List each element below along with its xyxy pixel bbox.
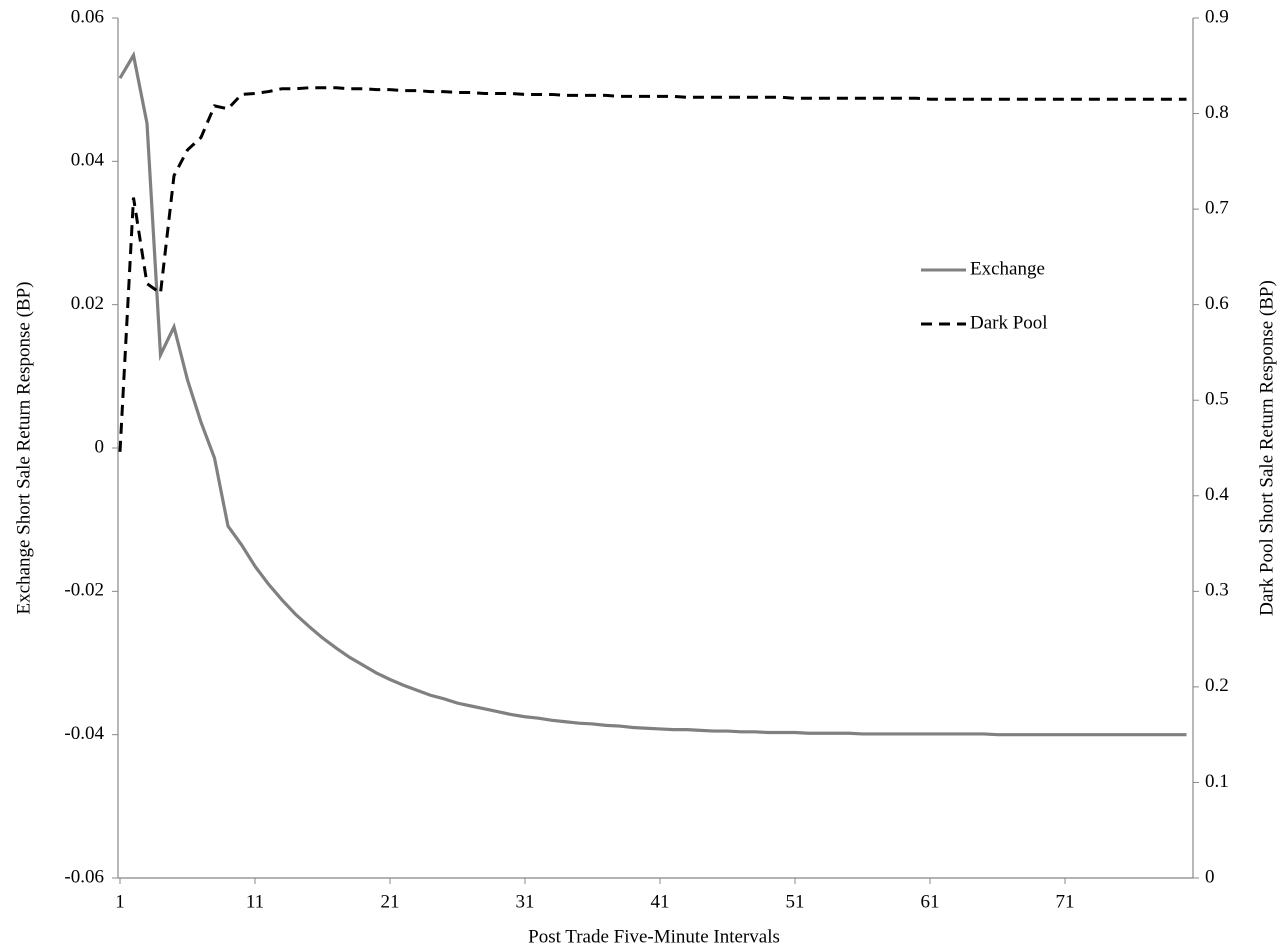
x-tick-label: 31 bbox=[516, 891, 535, 912]
x-tick-label: 61 bbox=[921, 891, 940, 912]
y-axis-title: Exchange Short Sale Return Response (BP) bbox=[13, 282, 34, 615]
y-tick-label: 0.04 bbox=[71, 150, 105, 171]
x-tick-label: 1 bbox=[115, 891, 125, 912]
y-tick-label: 0.02 bbox=[71, 293, 104, 314]
x-tick-label: 41 bbox=[651, 891, 670, 912]
legend-label: Exchange bbox=[970, 258, 1045, 279]
y-tick-label: -0.02 bbox=[64, 580, 104, 601]
y2-axis-title: Dark Pool Short Sale Return Response (BP… bbox=[1256, 280, 1277, 616]
y2-tick-label: 0.6 bbox=[1205, 293, 1229, 314]
y-tick-label: 0 bbox=[95, 436, 105, 457]
y2-tick-label: 0.9 bbox=[1205, 6, 1229, 27]
y-tick-label: -0.06 bbox=[64, 866, 104, 887]
x-tick-label: 71 bbox=[1056, 891, 1075, 912]
y2-tick-label: 0.4 bbox=[1205, 484, 1229, 505]
y2-tick-label: 0 bbox=[1205, 866, 1215, 887]
y2-tick-label: 0.7 bbox=[1205, 197, 1229, 218]
x-axis-title: Post Trade Five-Minute Intervals bbox=[528, 926, 780, 947]
x-tick-label: 21 bbox=[381, 891, 400, 912]
y2-tick-label: 0.2 bbox=[1205, 675, 1229, 696]
y-tick-label: 0.06 bbox=[71, 6, 104, 27]
x-tick-label: 51 bbox=[786, 891, 805, 912]
y2-tick-label: 0.1 bbox=[1205, 771, 1229, 792]
y-tick-label: -0.04 bbox=[64, 723, 104, 744]
y2-tick-label: 0.5 bbox=[1205, 389, 1229, 410]
legend-label: Dark Pool bbox=[970, 312, 1048, 333]
y2-tick-label: 0.3 bbox=[1205, 580, 1229, 601]
x-tick-label: 11 bbox=[246, 891, 264, 912]
y2-tick-label: 0.8 bbox=[1205, 102, 1229, 123]
series-line bbox=[118, 86, 1187, 452]
series-line bbox=[118, 50, 1187, 737]
